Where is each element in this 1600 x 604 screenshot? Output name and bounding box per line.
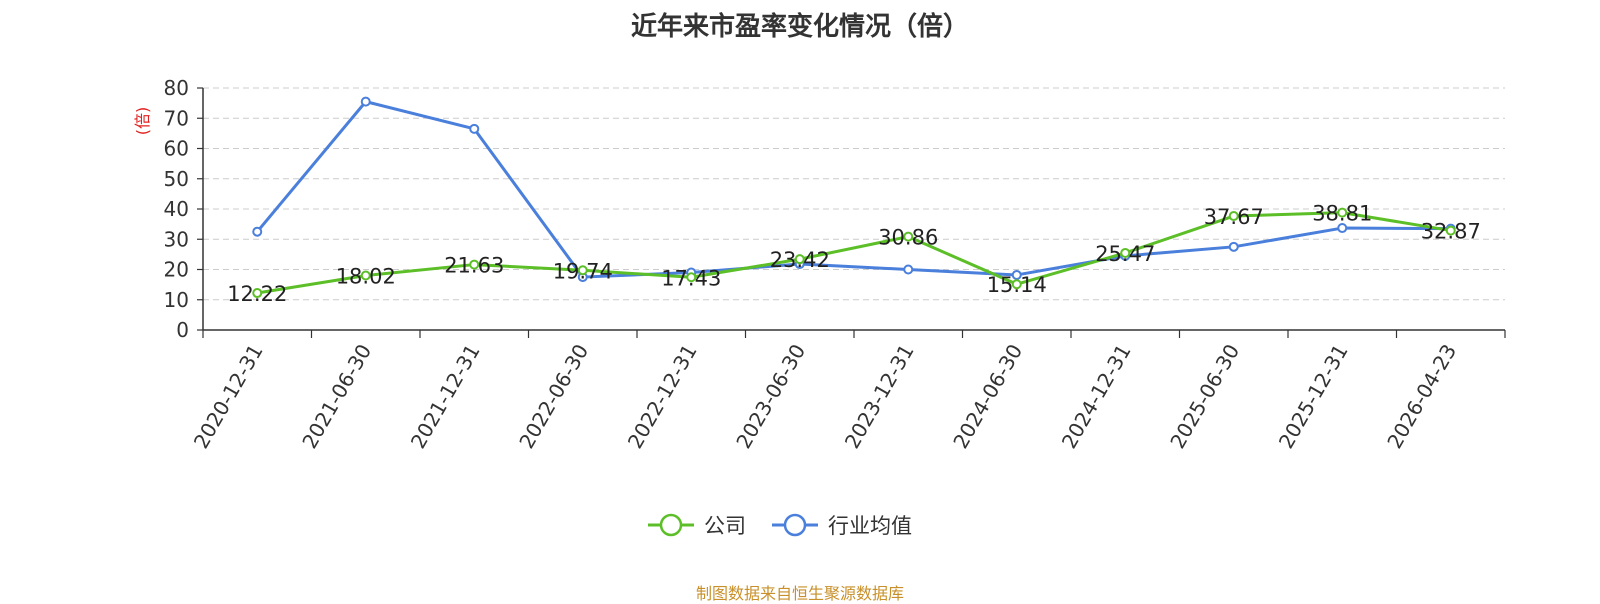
y-tick-label: 0 xyxy=(176,318,189,342)
y-tick-label: 20 xyxy=(164,258,189,282)
series-line-company xyxy=(255,211,1453,295)
data-point xyxy=(360,270,371,281)
data-point xyxy=(252,288,263,299)
legend-item-company[interactable]: 公司 xyxy=(648,513,746,538)
chart-title: 近年来市盈率变化情况（倍） xyxy=(630,12,969,42)
y-tick-label: 50 xyxy=(164,167,189,191)
x-tick-label: 2021-12-31 xyxy=(406,340,485,453)
data-point xyxy=(903,264,914,275)
y-tick-label: 60 xyxy=(164,137,189,161)
data-label: 23.42 xyxy=(770,248,830,272)
data-point xyxy=(577,265,588,276)
data-point xyxy=(360,96,371,107)
y-tick-label: 80 xyxy=(164,76,189,100)
x-tick-label: 2020-12-31 xyxy=(189,340,268,453)
series-line-industry-avg xyxy=(255,100,1453,279)
x-tick-label: 2022-06-30 xyxy=(514,340,593,453)
data-label: 37.67 xyxy=(1204,205,1264,229)
data-label: 21.63 xyxy=(444,254,504,278)
x-tick-label: 2025-12-31 xyxy=(1274,340,1353,453)
legend-marker xyxy=(783,513,807,537)
data-point xyxy=(903,231,914,242)
data-label: 30.86 xyxy=(878,226,938,250)
data-point xyxy=(1337,223,1348,234)
data-label: 19.74 xyxy=(553,259,613,283)
data-point xyxy=(469,123,480,134)
data-point xyxy=(1445,225,1456,236)
data-labels: 12.22 18.02 21.63 19.74 17.43 23.42 30.86 15.14… xyxy=(227,202,1481,306)
legend: 公司 行业均值 xyxy=(648,513,912,538)
y-tick-label: 10 xyxy=(164,288,189,312)
x-tick-label: 2022-12-31 xyxy=(623,340,702,453)
source-note: 制图数据来自恒生聚源数据库 xyxy=(695,584,904,603)
y-axis-label: (倍) xyxy=(133,107,152,136)
data-label: 17.43 xyxy=(661,266,721,290)
legend-item-industry-avg[interactable]: 行业均值 xyxy=(772,513,912,538)
data-label: 32.87 xyxy=(1421,220,1481,244)
x-tick-label: 2023-12-31 xyxy=(840,340,919,453)
x-tick-label: 2024-12-31 xyxy=(1057,340,1136,453)
y-tick-label: 70 xyxy=(164,106,189,130)
data-point xyxy=(1337,207,1348,218)
legend-label: 公司 xyxy=(704,514,746,538)
x-tick-label: 2021-06-30 xyxy=(297,340,376,453)
data-point xyxy=(1228,211,1239,222)
data-point xyxy=(252,226,263,237)
x-tick-label: 2023-06-30 xyxy=(731,340,810,453)
data-point xyxy=(1011,269,1022,280)
legend-marker xyxy=(659,513,683,537)
data-label: 38.81 xyxy=(1312,202,1372,226)
data-label: 25.47 xyxy=(1095,242,1155,266)
data-label: 12.22 xyxy=(227,282,287,306)
x-tick-label: 2026-04-23 xyxy=(1382,340,1461,453)
y-tick-label: 30 xyxy=(164,227,189,251)
data-label: 15.14 xyxy=(987,273,1047,297)
data-point xyxy=(686,272,697,283)
data-point xyxy=(794,254,805,265)
data-point xyxy=(1228,241,1239,252)
data-point xyxy=(469,259,480,270)
grid-lines xyxy=(203,87,1505,301)
x-tick-label: 2024-06-30 xyxy=(948,340,1027,453)
data-point xyxy=(1120,247,1131,258)
data-point xyxy=(1011,279,1022,290)
y-tick-label: 40 xyxy=(164,197,189,221)
series-lines xyxy=(252,96,1456,299)
data-label: 18.02 xyxy=(336,264,396,288)
x-tick-label: 2025-06-30 xyxy=(1165,340,1244,453)
legend-label: 行业均值 xyxy=(828,514,912,538)
